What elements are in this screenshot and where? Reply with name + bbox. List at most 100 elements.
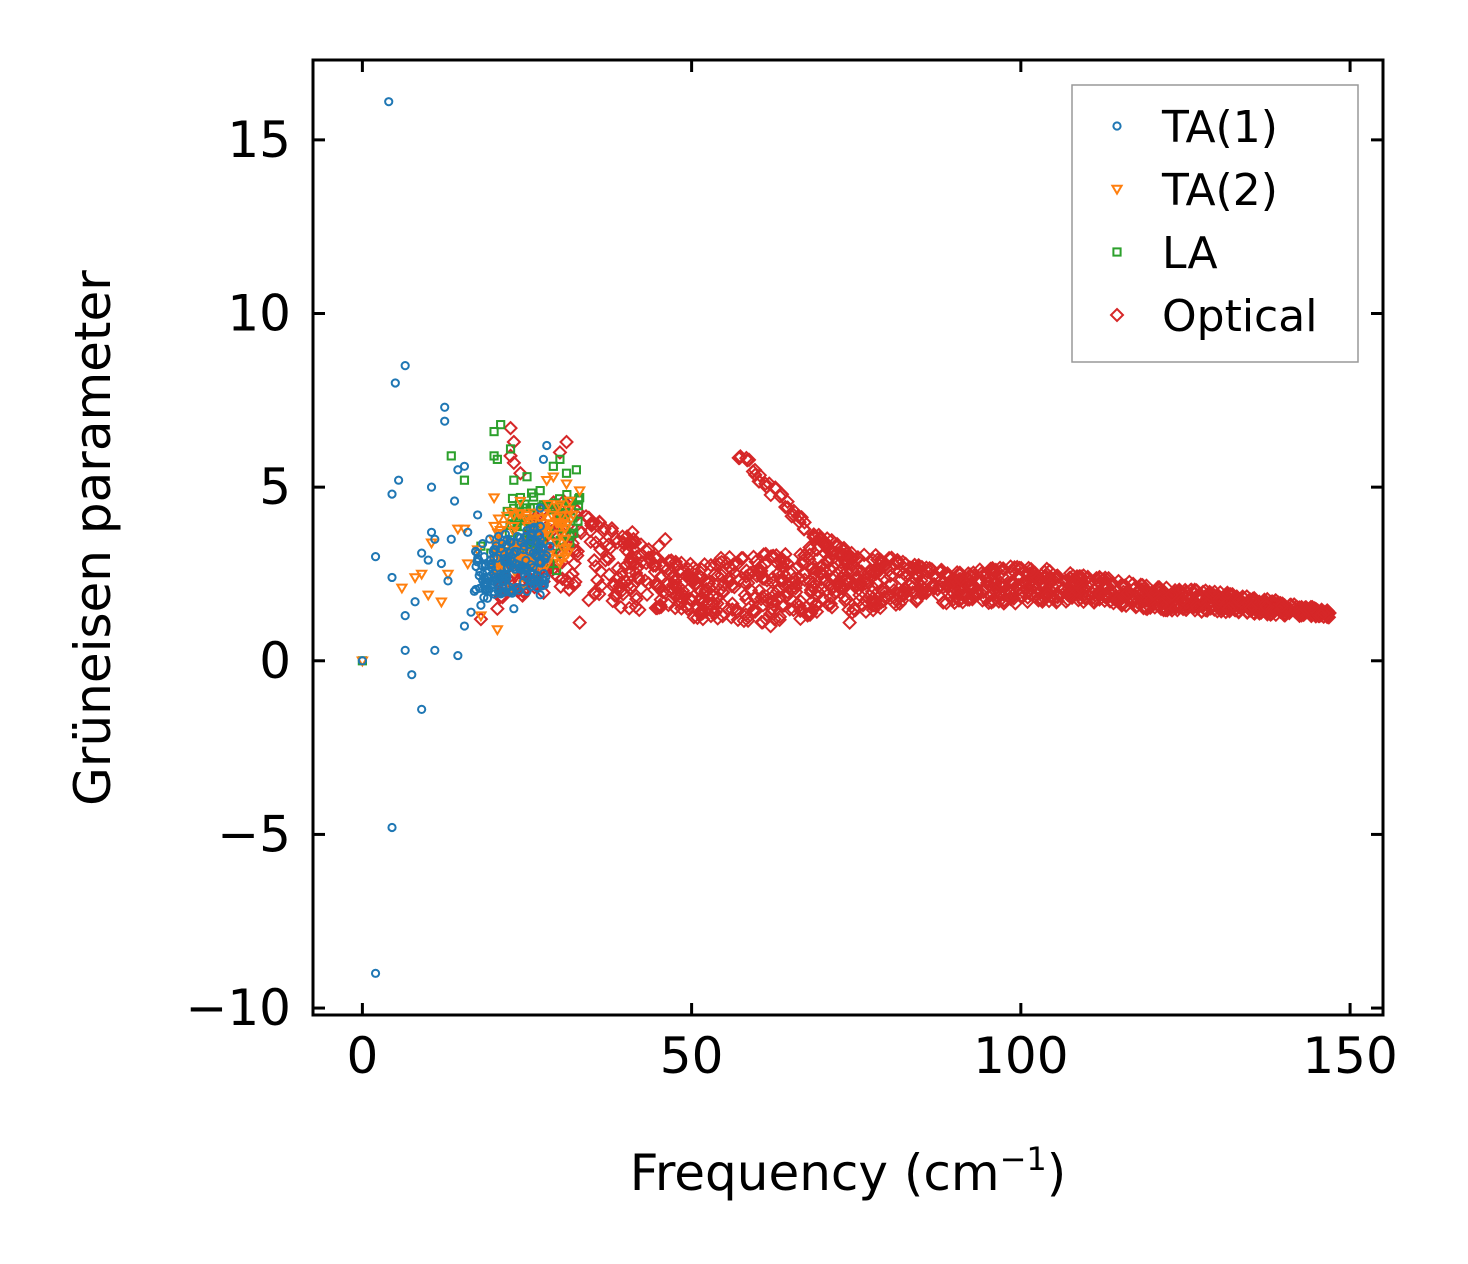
la-point	[552, 565, 562, 576]
optical-point	[807, 529, 823, 545]
optical-point	[813, 566, 829, 582]
la-point	[492, 454, 502, 464]
optical-point	[592, 514, 607, 530]
optical-point	[567, 574, 583, 590]
optical-point	[931, 588, 947, 603]
optical-point	[1117, 578, 1133, 594]
optical-point	[1035, 589, 1051, 605]
optical-point	[651, 600, 667, 615]
optical-point	[888, 597, 904, 612]
optical-point	[844, 551, 859, 567]
ta1-point	[426, 527, 437, 537]
optical-point	[1258, 599, 1274, 614]
ta1-point	[502, 540, 512, 550]
optical-point	[741, 452, 757, 468]
optical-point	[598, 552, 613, 568]
optical-point	[905, 579, 921, 595]
y-tick-label: 0	[259, 632, 291, 690]
optical-point	[939, 595, 954, 611]
optical-point	[641, 576, 656, 591]
optical-point	[673, 589, 689, 605]
ta2-point	[561, 510, 575, 522]
optical-point	[647, 550, 663, 566]
ta1-point	[532, 549, 542, 560]
ta1-point	[440, 402, 450, 412]
ta2-point	[507, 526, 520, 538]
optical-point	[1061, 581, 1076, 596]
optical-point	[852, 587, 867, 603]
series-optical	[473, 420, 1337, 634]
optical-point	[869, 576, 885, 592]
optical-point	[755, 597, 771, 613]
ta2-point	[538, 508, 552, 520]
optical-point	[628, 588, 644, 604]
ta1-point	[524, 539, 534, 550]
ta1-point	[534, 530, 544, 540]
optical-point	[1036, 576, 1052, 592]
optical-point	[758, 546, 774, 562]
ta1-point	[459, 461, 470, 471]
optical-point	[1274, 598, 1290, 614]
optical-point	[1009, 569, 1025, 585]
optical-point	[1080, 569, 1096, 585]
ta1-point	[539, 580, 549, 590]
ta1-point	[423, 555, 433, 565]
ta1-point	[540, 554, 550, 564]
ta1-point	[481, 581, 492, 591]
ta2-point	[516, 553, 530, 565]
optical-point	[1062, 565, 1078, 581]
optical-point	[765, 570, 781, 586]
optical-point	[749, 568, 765, 584]
optical-point	[1139, 593, 1154, 608]
optical-point	[763, 487, 779, 503]
optical-point	[1181, 587, 1197, 603]
ta1-point	[400, 361, 410, 371]
optical-point	[1024, 578, 1040, 594]
optical-point	[729, 604, 745, 620]
ta1-point	[446, 534, 456, 544]
optical-point	[566, 577, 582, 593]
ta1-point	[417, 704, 427, 715]
ta1-point	[463, 527, 473, 537]
optical-point	[775, 565, 791, 581]
optical-point	[651, 538, 667, 554]
ta1-point	[476, 600, 486, 610]
ta1-point	[488, 547, 498, 557]
optical-point	[783, 582, 799, 597]
optical-point	[1125, 576, 1141, 592]
ta1-point	[499, 549, 510, 559]
optical-point	[649, 550, 665, 566]
optical-point	[1042, 563, 1058, 579]
optical-point	[1012, 570, 1028, 586]
ta2-point	[562, 505, 576, 517]
optical-point	[889, 552, 905, 568]
ta1-point	[501, 557, 512, 567]
optical-point	[812, 560, 828, 575]
legend-marker	[1112, 247, 1122, 257]
optical-point	[621, 600, 637, 616]
optical-point	[591, 586, 607, 602]
ta1-point	[440, 416, 450, 426]
optical-point	[590, 572, 605, 588]
y-axis-title: Grüneisen parameter	[64, 270, 122, 806]
optical-point	[1243, 600, 1259, 616]
ta1-point	[475, 567, 485, 577]
la-point	[459, 475, 470, 485]
ta1-point	[370, 968, 381, 978]
optical-point	[1020, 594, 1035, 610]
optical-point	[772, 554, 788, 570]
optical-point	[796, 547, 812, 563]
ta2-point	[553, 529, 567, 541]
optical-point	[648, 558, 664, 574]
optical-point	[503, 420, 518, 436]
legend: TA(1) TA(2) LA Optical	[1071, 84, 1359, 363]
ta1-point	[535, 539, 545, 549]
optical-point	[624, 524, 640, 540]
ta2-point	[395, 583, 409, 595]
optical-point	[583, 534, 599, 550]
ta1-point	[529, 522, 539, 532]
la-point	[496, 420, 506, 430]
optical-point	[735, 550, 751, 566]
optical-point	[838, 553, 854, 569]
ta2-point	[491, 625, 504, 637]
